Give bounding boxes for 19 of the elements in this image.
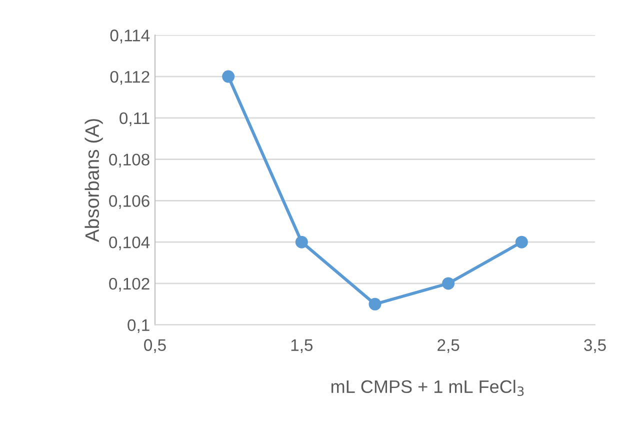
x-tick-label: 3,5 (584, 339, 606, 353)
point (222, 70, 235, 83)
y-tick-label: 0,112 (110, 70, 150, 85)
y-tick-label: 0,104 (109, 236, 150, 250)
y-tick-label: 0,114 (110, 30, 150, 44)
y-tick-label: 0,11 (120, 112, 150, 126)
point (368, 298, 382, 310)
point (442, 277, 455, 290)
point (515, 236, 528, 248)
y-tick-label: 0,108 (109, 154, 150, 168)
point (295, 236, 308, 248)
x-tick-label: 2,5 (438, 339, 460, 353)
y-tick-label: 0,102 (109, 278, 150, 292)
x-axis-title: mL CMPS + 1 mL FeCl$_{3}$ (332, 380, 524, 396)
x-tick-label: 1,5 (291, 339, 313, 353)
x-tick-label: 0,5 (144, 339, 166, 353)
y-axis-title: Absorbans (A) (84, 119, 103, 242)
y-tick-label: 0,106 (109, 195, 150, 209)
y-tick-label: 0,1 (128, 319, 150, 334)
